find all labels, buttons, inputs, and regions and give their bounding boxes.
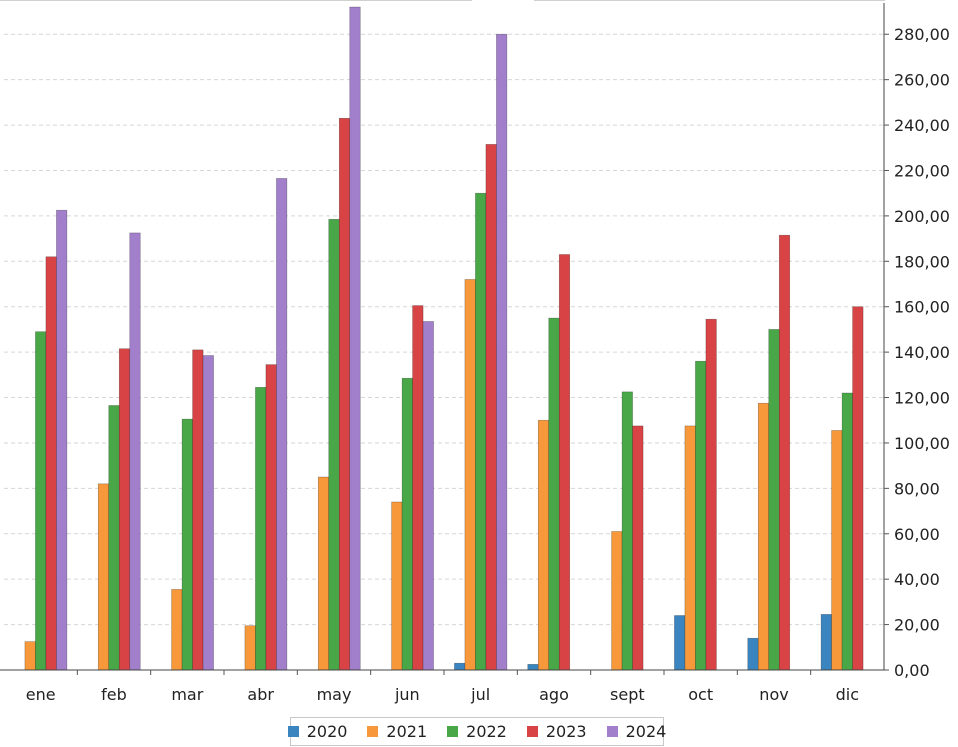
bar-2023-nov	[778, 234, 791, 671]
y-tick-label: 220,00	[894, 161, 950, 180]
bar-2022-ago	[548, 317, 560, 671]
bar-2023-dic	[852, 306, 864, 671]
x-tick-label: jun	[394, 685, 420, 704]
bar-2020-ago	[527, 664, 539, 671]
x-tick-label: ene	[26, 685, 56, 704]
y-tick-label: 240,00	[894, 116, 950, 135]
bar-2021-ago	[537, 419, 550, 671]
bar-2024-mar	[202, 355, 214, 671]
bar-2023-jul	[485, 144, 497, 671]
legend-label: 2022	[466, 722, 507, 741]
y-tick-label: 200,00	[894, 207, 950, 226]
legend-item-2021: 2021	[367, 722, 427, 741]
bar-2023-oct	[705, 318, 717, 671]
bar-2022-dic	[841, 392, 853, 671]
y-tick-label: 260,00	[894, 71, 950, 90]
bar-2021-mar	[171, 589, 183, 671]
bar-2020-oct	[674, 615, 686, 671]
bar-2022-abr	[255, 387, 267, 671]
bar-2023-jun	[412, 305, 424, 671]
legend-label: 2023	[545, 722, 587, 741]
legend-swatch	[447, 726, 459, 737]
bars	[24, 6, 864, 671]
bar-2022-mar	[181, 418, 193, 671]
y-tick-label: 80,00	[894, 479, 940, 498]
top-border-left	[0, 0, 472, 1]
bar-2021-ene	[24, 641, 36, 671]
y-tick-label: 120,00	[894, 389, 950, 408]
legend-label: 2021	[386, 722, 428, 741]
bar-2022-jul	[475, 192, 487, 671]
y-tick-label: 40,00	[894, 570, 940, 589]
bar-2024-ene	[56, 209, 68, 671]
x-tick-label: nov	[759, 685, 788, 704]
legend-swatch	[287, 726, 299, 737]
bar-2024-jul	[496, 33, 508, 671]
bar-2023-ene	[45, 256, 57, 671]
bar-2024-feb	[129, 232, 141, 671]
bar-2021-dic	[831, 430, 843, 671]
x-tick-label: oct	[688, 685, 713, 704]
x-tick-label: sept	[610, 685, 645, 704]
bar-2021-jun	[391, 501, 403, 671]
bar-2022-nov	[768, 329, 780, 671]
bar-2023-may	[338, 117, 351, 671]
bar-2024-may	[349, 6, 361, 671]
y-tick-label: 140,00	[894, 343, 950, 362]
bar-2022-sept	[621, 391, 633, 671]
x-tick-label: abr	[247, 685, 274, 704]
x-tick-label: may	[317, 685, 352, 704]
bar-2022-feb	[108, 405, 120, 671]
y-tick-label: 280,00	[894, 25, 950, 44]
y-tick-label: 60,00	[894, 525, 940, 544]
axes	[0, 3, 885, 671]
bar-2021-abr	[244, 625, 256, 671]
legend-swatch	[367, 726, 379, 737]
bar-2023-abr	[265, 364, 277, 671]
legend-item-2024: 2024	[606, 722, 667, 741]
legend-swatch	[606, 726, 618, 737]
bar-2021-feb	[97, 483, 110, 671]
legend-label: 2020	[306, 722, 348, 741]
x-tick-label: feb	[101, 685, 127, 704]
bar-2022-ene	[35, 331, 47, 671]
y-tick-label: 20,00	[894, 616, 940, 635]
x-tick-label: dic	[836, 685, 859, 704]
bar-2023-mar	[192, 349, 204, 671]
x-tick-label: jul	[470, 685, 490, 704]
x-tick-labels: ene feb mar abr may jun jul ago sept oct nov dic	[26, 670, 859, 704]
bar-2023-sept	[632, 425, 644, 671]
bar-2020-nov	[747, 637, 759, 671]
y-tick-labels: 0,00 20,00 40,00 60,00 80,00 100,00 120,00 140,…	[884, 25, 950, 680]
y-tick-label: 100,00	[894, 434, 950, 453]
x-tick-label: mar	[171, 685, 203, 704]
legend-label: 2024	[625, 722, 667, 741]
legend-item-2023: 2023	[526, 722, 587, 741]
y-tick-label: 180,00	[894, 252, 950, 271]
bar-2024-abr	[276, 178, 288, 671]
legend-item-2022: 2022	[447, 722, 507, 741]
bar-2021-nov	[757, 402, 770, 671]
bar-2021-sept	[611, 531, 623, 671]
bar-2022-oct	[695, 360, 707, 671]
legend: 2020 2021 2022 2023 2024	[287, 717, 667, 746]
y-tick-label: 0,00	[894, 661, 930, 680]
top-border-right	[534, 0, 885, 1]
bar-2023-ago	[558, 254, 571, 671]
legend-swatch	[526, 726, 538, 737]
bar-2023-feb	[118, 348, 131, 671]
x-tick-label: ago	[539, 685, 569, 704]
y-tick-label: 160,00	[894, 298, 950, 317]
bar-2020-jul	[454, 662, 466, 671]
bar-2021-jul	[464, 279, 476, 671]
legend-item-2020: 2020	[287, 722, 348, 741]
bar-2021-may	[317, 476, 330, 671]
bar-2022-jun	[401, 377, 413, 671]
bar-2024-jun	[422, 321, 434, 671]
bar-2020-dic	[820, 614, 832, 671]
bar-2022-may	[328, 218, 340, 671]
bar-2021-oct	[684, 425, 696, 671]
